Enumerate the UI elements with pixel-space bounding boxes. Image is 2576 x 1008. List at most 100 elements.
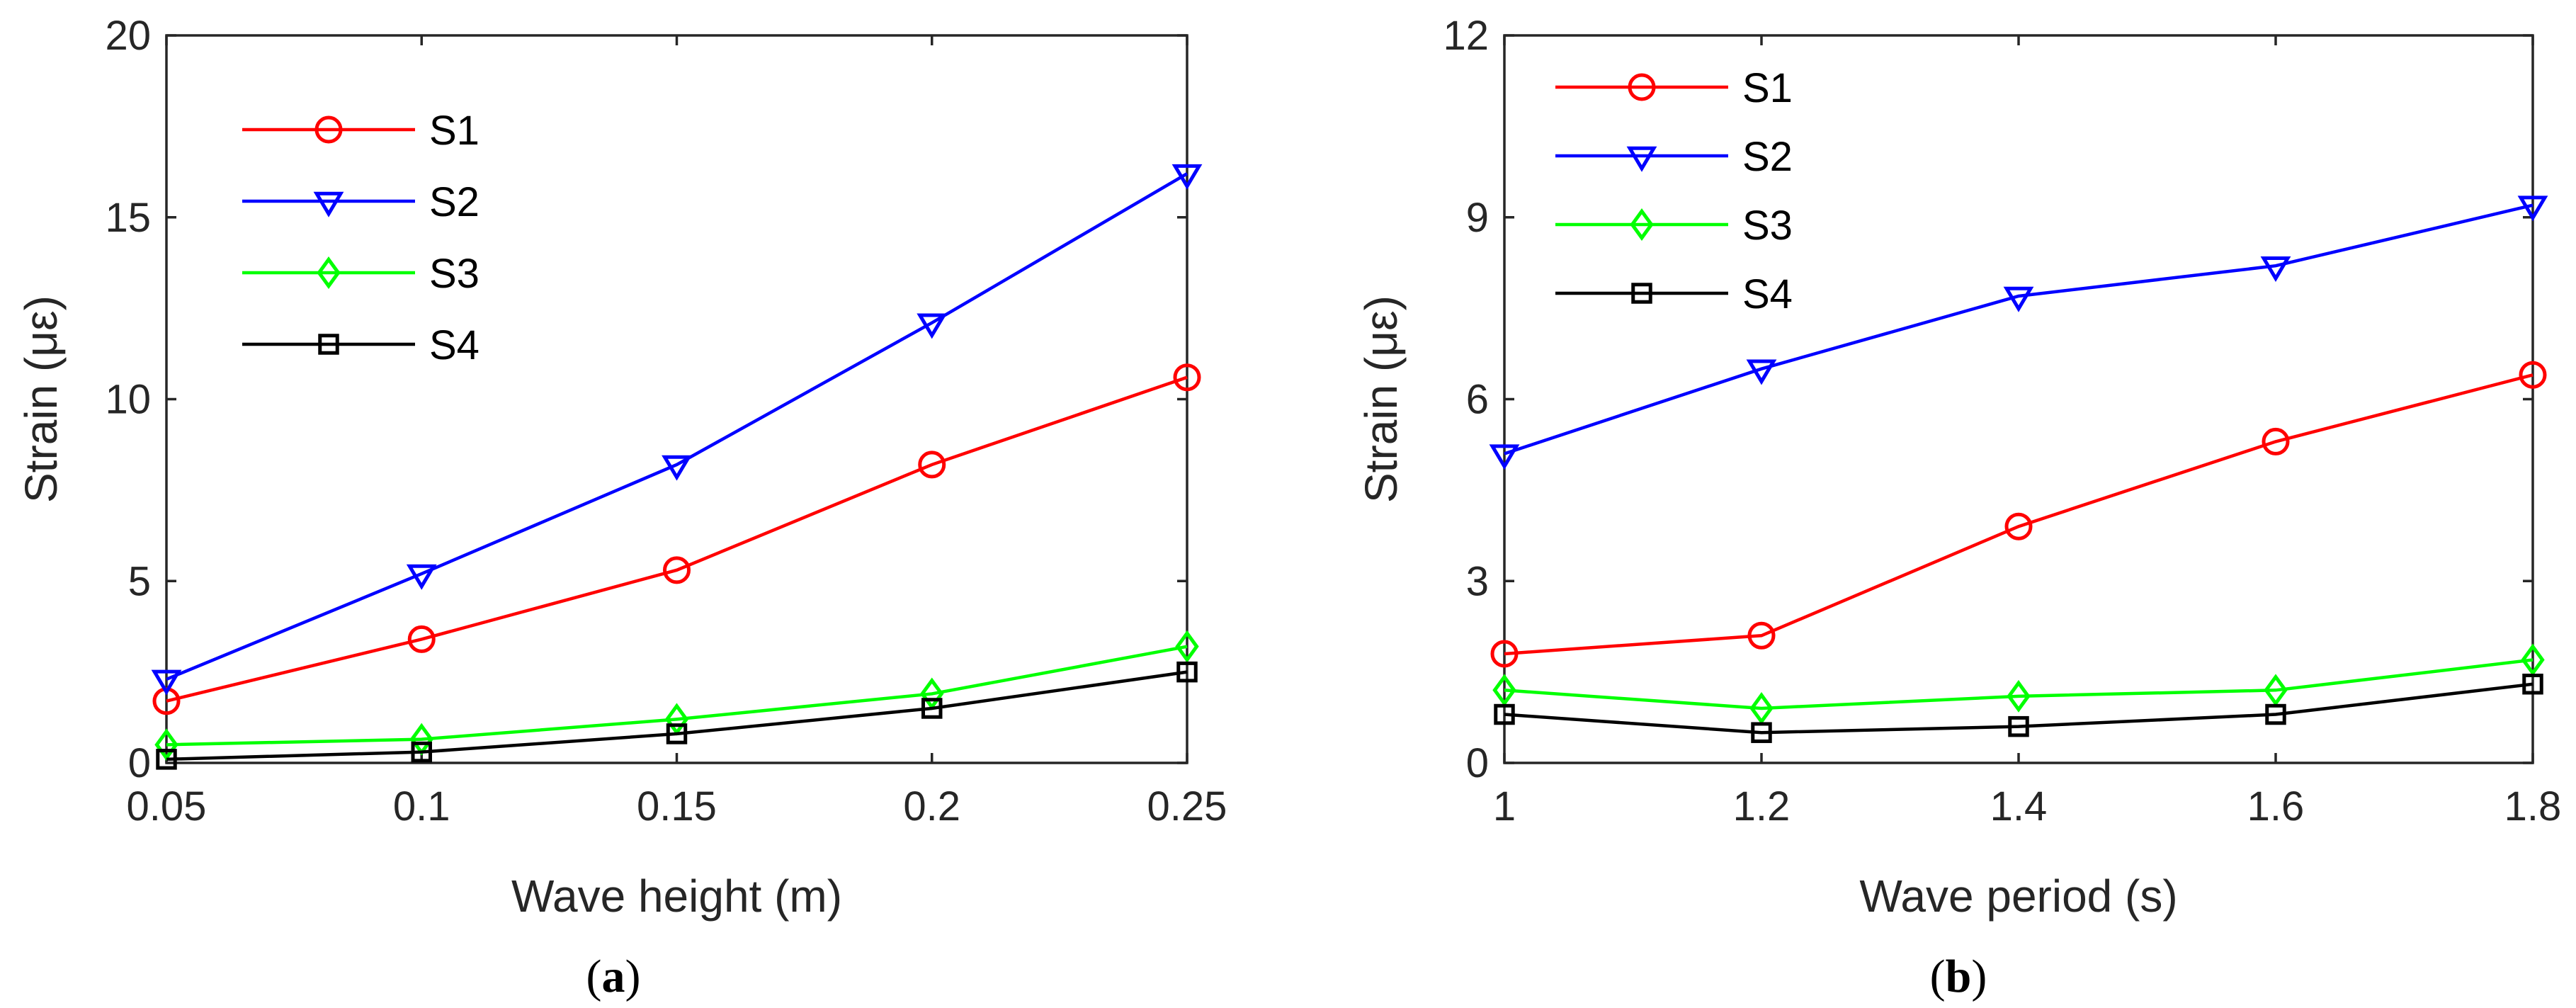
data-point-S3	[1749, 692, 1774, 725]
data-point-S4	[2522, 674, 2543, 695]
data-point-S1	[663, 556, 691, 584]
series-line-S1	[166, 375, 1188, 703]
data-point-S4	[2265, 703, 2286, 725]
x-tick-label: 1.4	[1990, 783, 2048, 829]
y-tick-label: 0	[1466, 740, 1489, 786]
y-tick-label: 12	[1443, 13, 1489, 59]
data-point-S3	[1492, 674, 1516, 707]
x-tick-label: 0.1	[393, 783, 450, 829]
series-S2	[1489, 196, 2548, 470]
data-point-S3	[2521, 643, 2545, 676]
data-point-S4	[1751, 722, 1772, 743]
x-axis-label: Wave period (s)	[1859, 871, 2177, 922]
data-point-S3	[1175, 630, 1199, 663]
x-tick-label: 0.05	[127, 783, 207, 829]
legend-label-S1: S1	[429, 108, 480, 154]
legend-marker-S1	[314, 115, 343, 144]
legend-label-S3: S3	[1742, 203, 1793, 249]
series-S4	[1494, 674, 2543, 743]
data-point-S1	[2262, 427, 2290, 455]
data-point-S4	[921, 698, 943, 719]
series-line-S3	[166, 645, 1188, 747]
chart-panel-b: 1 1.2 1.4 1.6 1.8 0 3 6 9 12 Wave period (s) Strain…	[1356, 13, 2561, 1002]
legend-marker-S2	[313, 191, 344, 217]
plot-area	[1503, 34, 2534, 764]
series-S3	[1492, 643, 2545, 725]
data-point-S1	[2519, 361, 2547, 389]
data-point-S4	[1494, 703, 1515, 725]
x-tick-label: 1	[1493, 783, 1516, 829]
legend-marker-S4	[318, 334, 339, 355]
y-tick-label: 10	[105, 377, 151, 423]
data-point-S2	[1746, 359, 1777, 385]
x-tick-label: 0.25	[1147, 783, 1227, 829]
y-tick-label: 20	[105, 13, 151, 59]
data-point-S2	[1489, 444, 1520, 470]
x-tick-label: 1.6	[2247, 783, 2305, 829]
series-S1	[1490, 361, 2547, 668]
data-point-S4	[411, 741, 432, 763]
series-line-S2	[166, 172, 1188, 681]
legend-marker-S3	[317, 256, 341, 289]
legend: S1 S2 S3 S4	[242, 108, 480, 368]
series-S3	[154, 630, 1199, 761]
data-point-S3	[2264, 674, 2288, 707]
series-line-S1	[1504, 373, 2534, 656]
data-point-S2	[2517, 196, 2548, 222]
series-S2	[151, 164, 1203, 696]
legend-label-S2: S2	[429, 179, 480, 225]
series-line-S3	[1504, 658, 2534, 710]
data-point-S4	[2008, 715, 2029, 737]
x-axis-label: Wave height (m)	[511, 871, 842, 922]
data-point-S4	[1176, 661, 1198, 683]
data-point-S1	[407, 625, 436, 653]
legend: S1 S2 S3 S4	[1555, 65, 1793, 317]
data-point-S2	[2003, 286, 2034, 312]
y-tick-label: 0	[128, 740, 151, 786]
legend-label-S2: S2	[1742, 134, 1793, 180]
data-point-S2	[2260, 256, 2291, 282]
panel-letter: b	[1946, 951, 1972, 1002]
legend-label-S1: S1	[1742, 65, 1793, 111]
legend-label-S4: S4	[1742, 271, 1793, 317]
legend-marker-S2	[1626, 146, 1657, 172]
data-point-S1	[1747, 621, 1776, 650]
y-tick-label: 15	[105, 195, 151, 241]
panel-label: (b)	[1930, 951, 1987, 1002]
x-tick-label: 1.2	[1733, 783, 1791, 829]
y-tick-label: 6	[1466, 377, 1489, 423]
plot-area	[165, 34, 1188, 764]
data-point-S4	[666, 723, 688, 744]
legend-marker-S4	[1631, 283, 1652, 304]
series-line-S2	[1504, 203, 2534, 455]
data-point-S1	[918, 451, 946, 479]
x-tick-label: 0.2	[903, 783, 960, 829]
legend-marker-S3	[1630, 208, 1654, 241]
data-point-S2	[917, 313, 948, 339]
data-point-S1	[1173, 363, 1201, 392]
panel-label: (a)	[586, 951, 641, 1002]
legend-marker-S1	[1628, 73, 1656, 101]
legend-label-S4: S4	[429, 322, 480, 368]
data-point-S1	[1490, 640, 1519, 668]
data-point-S4	[156, 749, 177, 770]
series-line-S4	[166, 670, 1188, 761]
x-tick-label: 0.15	[637, 783, 717, 829]
y-tick-label: 5	[128, 558, 151, 604]
data-point-S2	[406, 564, 437, 590]
x-tick-label: 1.8	[2504, 783, 2562, 829]
data-point-S2	[1171, 164, 1203, 190]
y-tick-label: 3	[1466, 558, 1489, 604]
panel-letter: a	[602, 951, 625, 1002]
data-point-S3	[2007, 679, 2031, 713]
y-axis-label: Strain (με)	[1356, 295, 1407, 503]
y-axis-label: Strain (με)	[16, 295, 67, 503]
legend-label-S3: S3	[429, 251, 480, 297]
series-line-S4	[1504, 682, 2534, 735]
data-point-S2	[151, 669, 182, 696]
data-point-S1	[2004, 512, 2033, 540]
y-tick-label: 9	[1466, 195, 1489, 241]
chart-panel-a: 0.05 0.1 0.15 0.2 0.25 0 5 10 15 20 Wave height (m…	[16, 13, 1227, 1002]
series-S4	[156, 661, 1198, 770]
